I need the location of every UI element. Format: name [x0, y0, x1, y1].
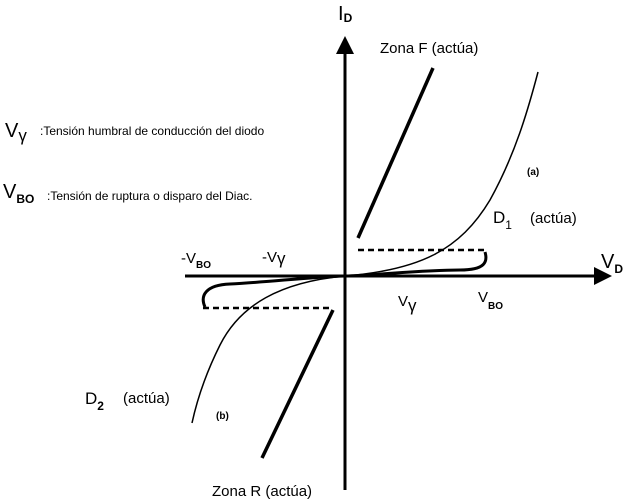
- diac-reverse-curve: [201, 274, 346, 308]
- diac-forward-curve: [344, 251, 488, 278]
- d2-note: (actúa): [123, 390, 170, 407]
- curve-a-tag: (a): [527, 167, 539, 178]
- y-axis-arrowhead: [336, 36, 354, 54]
- vbo-mark: VBO: [478, 289, 503, 312]
- d2-label: D2: [85, 389, 104, 413]
- vgamma-mark: Vγ: [398, 293, 417, 315]
- zone-f-line: [356, 67, 435, 239]
- svg-text:Vγ: Vγ: [5, 120, 27, 145]
- x-axis-arrowhead: [594, 267, 612, 285]
- zone-r-line: [260, 309, 335, 459]
- zone-r-label: Zona R (actúa): [212, 483, 312, 499]
- legend-vgamma-symbol: V: [5, 120, 19, 142]
- legend-vgamma-subscript: γ: [18, 126, 27, 145]
- d2-curve: [191, 275, 346, 424]
- legend-vbo-subscript: BO: [16, 192, 34, 206]
- legend-vbo: VBO :Tensión de ruptura o disparo del Di…: [3, 181, 252, 206]
- y-axis-label: ID: [338, 3, 353, 25]
- neg-vgamma-mark: -Vγ: [262, 249, 286, 268]
- zone-f-label: Zona F (actúa): [380, 40, 478, 57]
- d1-curve: [344, 71, 539, 277]
- svg-text:VBO: VBO: [3, 181, 34, 206]
- legend-vbo-text: :Tensión de ruptura o disparo del Diac.: [47, 189, 252, 203]
- neg-vbo-mark: -VBO: [181, 250, 211, 271]
- d1-label: D1: [493, 208, 512, 232]
- d1-note: (actúa): [530, 210, 577, 227]
- legend-vgamma-text: :Tensión humbral de conducción del diodo: [40, 124, 264, 138]
- legend-vgamma: Vγ :Tensión humbral de conducción del di…: [5, 120, 264, 145]
- curve-b-tag: (b): [216, 411, 229, 422]
- legend-vbo-symbol: V: [3, 181, 17, 203]
- x-axis-label: VD: [601, 251, 623, 276]
